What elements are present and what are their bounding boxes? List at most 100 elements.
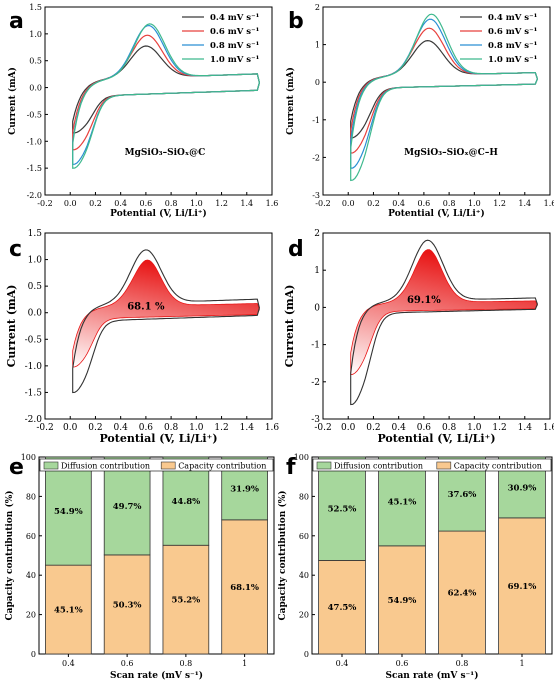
y-tick-label: -3	[311, 415, 320, 425]
bar-panel-f: 0 20 40 60 80 100 47.5% 52.5% 0.4 54.9% 45.1% 0.6 62…	[277, 453, 553, 681]
y-axis-label: Current (mA)	[5, 285, 18, 368]
y-tick-label: 60	[26, 532, 36, 541]
x-tick-label: 1.4	[240, 199, 253, 208]
panel-letter: f	[286, 455, 296, 480]
y-tick-label: -1.5	[25, 388, 43, 398]
capacitive-area	[72, 259, 260, 368]
bar-panel-e: 0 20 40 60 80 100 45.1% 54.9% 0.4 50.3% 49.7% 0.6 55…	[4, 453, 275, 681]
diffusion-value-label: 52.5%	[328, 505, 357, 515]
x-tick-label: 0.4	[392, 423, 407, 433]
y-tick-label: -1	[311, 341, 320, 351]
x-tick-label: 1.0	[189, 423, 204, 433]
x-tick-label: 1	[242, 659, 247, 668]
x-axis-label: Potential (V, Li/Li⁺)	[110, 208, 207, 219]
legend-label-diffusion: Diffusion contribution	[61, 462, 150, 471]
plot-frame	[44, 6, 273, 196]
diffusion-bar	[103, 456, 151, 556]
y-tick-label: 80	[299, 492, 309, 501]
x-tick-label: 0.8	[442, 423, 457, 433]
x-tick-label: 0.8	[443, 199, 456, 208]
y-tick-label: 40	[26, 571, 36, 580]
capacity-bar	[318, 560, 366, 655]
legend-label: 0.8 mV s⁻¹	[210, 41, 260, 51]
x-axis-label: Scan rate (mV s⁻¹)	[110, 670, 203, 681]
x-tick-label: 1.6	[266, 199, 279, 208]
legend-label-capacity: Capacity contribution	[178, 462, 266, 471]
diffusion-bar	[318, 456, 366, 561]
x-tick-label: 1.2	[492, 423, 506, 433]
x-tick-label: -0.2	[36, 423, 53, 433]
x-axis-label: Scan rate (mV s⁻¹)	[386, 670, 479, 681]
capacity-value-label: 68.1%	[230, 583, 259, 593]
x-tick-label: 1.2	[493, 199, 506, 208]
y-axis-label: Current (mA)	[285, 67, 296, 135]
capacity-bar	[221, 519, 268, 655]
cv-curve-4	[350, 13, 539, 182]
x-tick-label: 1.6	[543, 423, 554, 433]
cv-curve-2	[72, 34, 261, 151]
y-axis-label: Capacity contribution (%)	[277, 490, 288, 620]
diffusion-bar	[162, 456, 210, 546]
x-tick-label: 0.0	[64, 199, 77, 208]
x-tick-label: 1	[519, 659, 524, 668]
plot-frame	[322, 6, 551, 196]
panel-letter: e	[9, 455, 24, 480]
y-tick-label: 1.5	[29, 3, 42, 12]
panel-letter: b	[288, 9, 304, 34]
capacitive-percent-label: 69.1%	[407, 295, 441, 306]
x-tick-label: 0.0	[341, 423, 356, 433]
total-cv-curve	[72, 249, 260, 394]
diffusion-value-label: 37.6%	[448, 490, 477, 500]
y-tick-label: 2	[315, 3, 320, 12]
x-tick-label: -0.2	[314, 423, 331, 433]
legend-label: 0.4 mV s⁻¹	[210, 13, 260, 23]
diffusion-value-label: 54.9%	[54, 507, 83, 517]
x-tick-label: 0.4	[336, 659, 349, 668]
y-tick-label: 80	[26, 492, 36, 501]
diffusion-value-label: 31.9%	[230, 484, 259, 494]
capacitive-percent-label: 68.1 %	[127, 302, 165, 313]
diffusion-value-label: 45.1%	[388, 497, 417, 507]
capacity-bar	[45, 564, 92, 655]
x-tick-label: -0.2	[315, 199, 330, 208]
y-tick-label: 1.0	[28, 256, 43, 266]
y-tick-label: 0	[304, 650, 309, 659]
y-tick-label: -2.0	[27, 191, 42, 200]
y-tick-label: 0	[31, 650, 36, 659]
capacity-value-label: 69.1%	[508, 582, 537, 592]
y-tick-label: 1.0	[29, 30, 42, 39]
y-tick-label: 60	[299, 532, 309, 541]
capacity-bar	[498, 517, 546, 655]
diffusion-value-label: 30.9%	[508, 483, 537, 493]
legend-label: 0.8 mV s⁻¹	[488, 41, 538, 51]
x-tick-label: 1.6	[544, 199, 554, 208]
legend-swatch-capacity	[436, 461, 452, 470]
x-tick-label: 0.0	[342, 199, 355, 208]
plot-frame	[44, 232, 273, 420]
x-tick-label: 1.4	[518, 199, 531, 208]
y-tick-label: -1.5	[27, 164, 42, 173]
legend-swatch-capacity	[160, 461, 176, 470]
y-tick-label: 100	[294, 453, 309, 462]
capacity-value-label: 54.9%	[388, 596, 417, 606]
total-cv-curve	[350, 239, 538, 406]
capacitive-panel-d: -0.2 0.0 0.2 0.4 0.6 0.8 1.0 1.2 1.4 1.6 -3 -2 -1 0 1 2…	[283, 229, 554, 445]
y-tick-label: 0	[314, 303, 320, 313]
capacity-value-label: 47.5%	[328, 603, 357, 613]
x-tick-label: 0.2	[367, 199, 380, 208]
capacity-value-label: 50.3%	[113, 600, 142, 610]
y-tick-label: -2	[311, 378, 320, 388]
capacity-bar	[103, 554, 151, 655]
x-tick-label: 0.8	[165, 199, 178, 208]
legend-swatch-diffusion	[316, 461, 332, 470]
x-tick-label: 1.4	[518, 423, 533, 433]
x-tick-label: 1.2	[215, 199, 228, 208]
y-axis-label: Current (mA)	[283, 285, 296, 368]
capacitive-panel-c: -0.2 0.0 0.2 0.4 0.6 0.8 1.0 1.2 1.4 1.6 -2.0 -1.5 -…	[5, 229, 279, 445]
y-axis-label: Current (mA)	[7, 67, 18, 135]
x-tick-label: 0.6	[396, 659, 409, 668]
x-tick-label: 0.6	[418, 199, 431, 208]
x-tick-label: 0.2	[366, 423, 380, 433]
diffusion-bar	[45, 456, 92, 566]
